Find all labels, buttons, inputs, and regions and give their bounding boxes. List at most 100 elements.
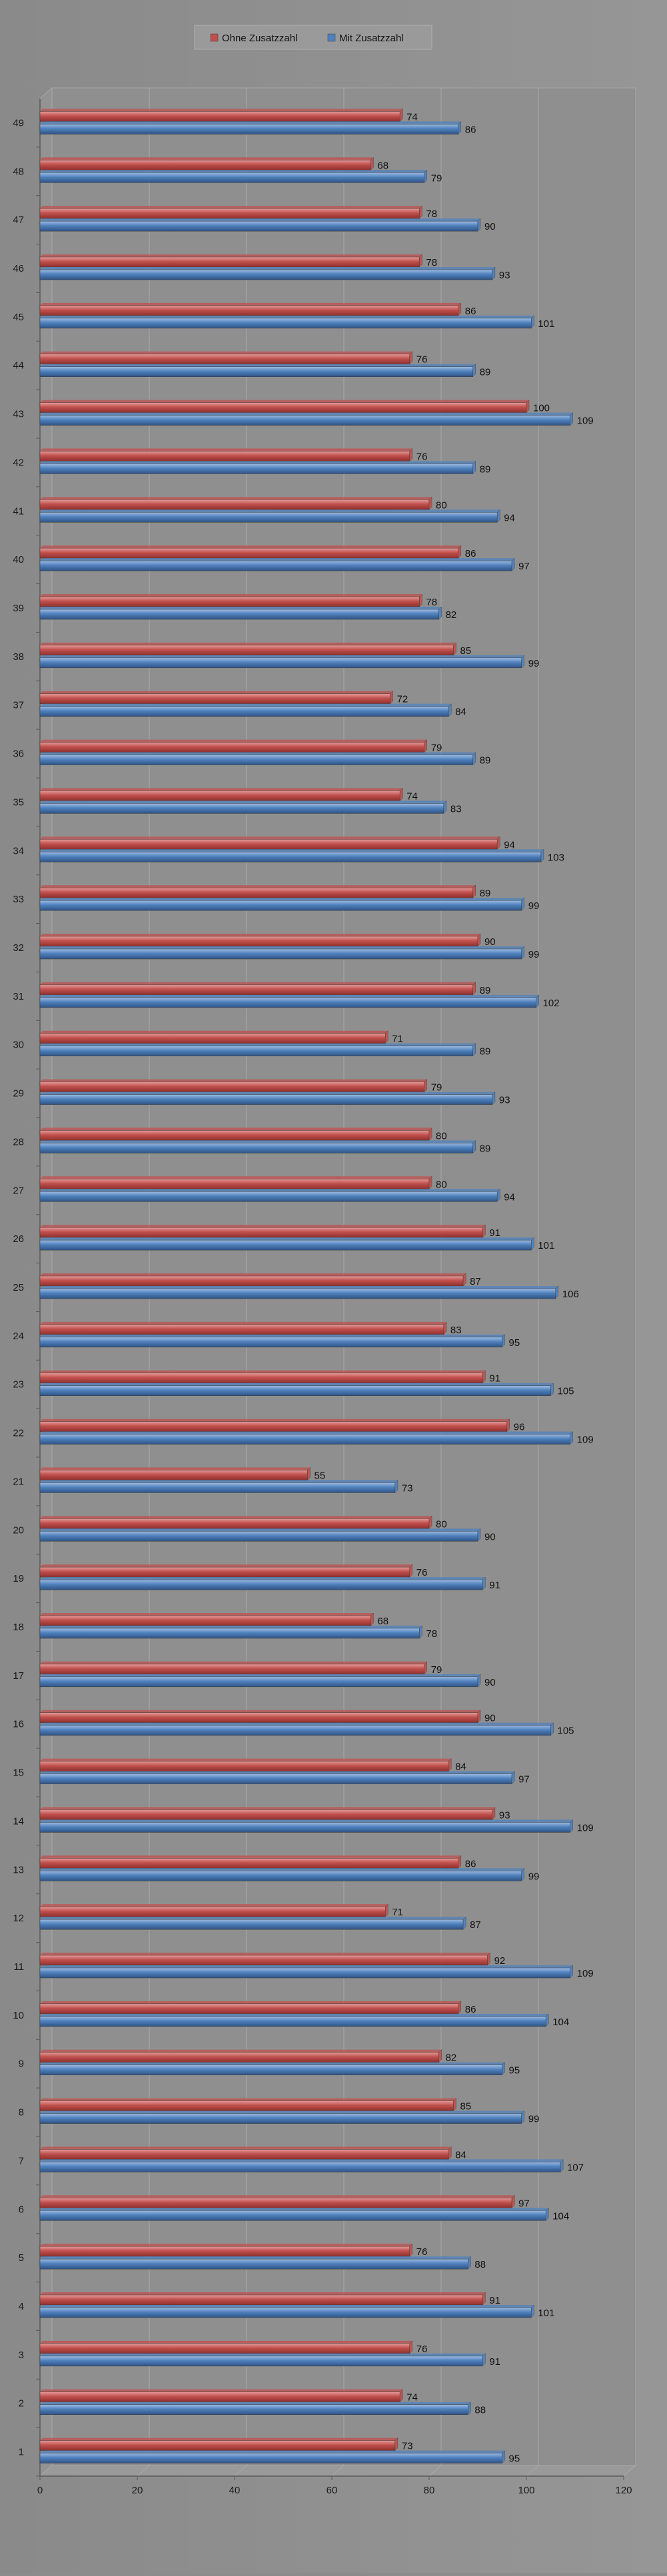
x-gridline-floor xyxy=(234,2465,247,2477)
bar-ohne-40-data-label: 86 xyxy=(465,548,476,559)
bar-ohne-40: 86 xyxy=(39,545,476,559)
bar-mit-19-data-label: 91 xyxy=(489,1580,500,1591)
bar-ohne-49-top xyxy=(40,109,403,112)
bar-mit-28-front xyxy=(39,1143,473,1153)
bar-ohne-25-front xyxy=(39,1275,464,1287)
bar-ohne-43-end xyxy=(526,400,530,414)
bar-mit-21-end xyxy=(394,1479,398,1493)
bar-ohne-15-top xyxy=(40,1758,452,1762)
bar-mit-34-end xyxy=(540,848,544,862)
bar-mit-27-end xyxy=(497,1188,500,1202)
bar-mit-39-end xyxy=(438,606,442,620)
bar-mit-41-top xyxy=(40,509,500,513)
y-tick-label: 8 xyxy=(19,2107,24,2118)
bar-ohne-19-front xyxy=(39,1566,410,1578)
bar-ohne-31: 89 xyxy=(39,982,490,996)
bar-mit-41: 94 xyxy=(39,509,515,523)
legend: Ohne Zusatzzahl Mit Zusatzzahl xyxy=(194,25,432,50)
bar-mit-10-front xyxy=(39,2016,546,2027)
bar-ohne-29: 79 xyxy=(39,1079,442,1094)
bar-ohne-6-data-label: 97 xyxy=(518,2198,530,2209)
bar-mit-31-front xyxy=(39,997,536,1008)
bar-mit-29-end xyxy=(492,1092,496,1106)
y-tick-label: 5 xyxy=(19,2252,24,2264)
y-tick-label: 25 xyxy=(13,1282,24,1293)
bar-ohne-43: 100 xyxy=(39,400,550,414)
bar-ohne-42-end xyxy=(409,448,412,462)
bar-mit-20-front xyxy=(39,1531,478,1542)
bar-mit-33-data-label: 99 xyxy=(528,900,540,912)
bar-mit-6-end xyxy=(546,2207,549,2221)
bar-mit-3-data-label: 91 xyxy=(489,2356,500,2368)
bar-ohne-24: 83 xyxy=(39,1321,462,1336)
bar-ohne-30-top xyxy=(40,1030,388,1034)
bar-mit-43: 109 xyxy=(39,412,594,427)
bar-mit-36-front xyxy=(39,755,473,765)
bar-mit-29-data-label: 93 xyxy=(499,1095,510,1106)
bar-ohne-18-end xyxy=(370,1612,374,1626)
bar-ohne-35-data-label: 74 xyxy=(406,791,418,802)
bar-mit-39-front xyxy=(39,609,439,620)
y-tick-label: 43 xyxy=(13,409,24,420)
bar-mit-22-data-label: 109 xyxy=(577,1435,594,1446)
bar-mit-23-top xyxy=(40,1383,554,1386)
bar-ohne-44-front xyxy=(39,354,410,364)
bar-ohne-5-top xyxy=(40,2244,412,2247)
bar-mit-26: 101 xyxy=(39,1237,554,1251)
bar-mit-20: 90 xyxy=(39,1528,496,1542)
bar-mit-46-end xyxy=(492,266,496,280)
y-tick-label: 6 xyxy=(19,2204,24,2215)
bar-mit-31-end xyxy=(536,994,539,1008)
bar-mit-48-front xyxy=(39,172,424,183)
bar-ohne-7-front xyxy=(39,2149,449,2160)
bar-ohne-33: 89 xyxy=(39,884,490,899)
bar-mit-17-data-label: 90 xyxy=(484,1677,496,1688)
bar-mit-34-data-label: 103 xyxy=(548,852,564,863)
bar-ohne-39: 78 xyxy=(39,593,437,608)
bar-ohne-15-data-label: 84 xyxy=(455,1762,466,1773)
bar-ohne-41-end xyxy=(428,496,432,510)
bar-ohne-26-end xyxy=(482,1224,486,1238)
bar-mit-5-top xyxy=(40,2256,471,2260)
bar-ohne-40-end xyxy=(458,545,461,559)
bar-mit-23-data-label: 105 xyxy=(558,1386,574,1397)
bar-mit-2-end xyxy=(468,2402,471,2415)
y-tick-label: 44 xyxy=(13,360,24,372)
bar-mit-34-front xyxy=(39,852,542,862)
bar-mit-40-top xyxy=(40,558,515,561)
bar-mit-48: 79 xyxy=(39,169,442,184)
bar-mit-30: 89 xyxy=(39,1043,490,1058)
bar-ohne-34-top xyxy=(40,836,500,840)
bar-mit-25-front xyxy=(39,1288,556,1299)
bar-ohne-23: 91 xyxy=(39,1370,500,1385)
bar-ohne-5: 76 xyxy=(39,2243,427,2258)
bar-mit-24-end xyxy=(502,1334,505,1348)
bar-mit-44-end xyxy=(472,364,476,378)
bar-mit-21-data-label: 73 xyxy=(402,1482,413,1494)
y-tick-label: 19 xyxy=(13,1573,24,1584)
y-tick-label: 37 xyxy=(13,700,24,711)
bar-mit-42: 89 xyxy=(39,460,490,475)
x-tick-label: 80 xyxy=(424,2485,435,2496)
bar-ohne-25-data-label: 87 xyxy=(470,1276,481,1287)
bar-ohne-1-front xyxy=(39,2440,396,2451)
bar-mit-1: 95 xyxy=(39,2450,520,2465)
bar-ohne-47-data-label: 78 xyxy=(426,208,437,220)
bar-mit-49-data-label: 86 xyxy=(465,124,476,135)
bar-ohne-8-top xyxy=(40,2098,456,2101)
bar-mit-4-top xyxy=(40,2305,534,2308)
bar-ohne-16-front xyxy=(39,1712,478,1723)
bar-ohne-28-data-label: 80 xyxy=(436,1130,447,1141)
bar-mit-13-front xyxy=(39,1871,522,1881)
bar-ohne-38-front xyxy=(39,645,454,656)
bar-mit-42-top xyxy=(40,461,476,464)
bar-mit-25-top xyxy=(40,1286,558,1289)
bar-ohne-19-top xyxy=(40,1564,412,1568)
bar-ohne-12-top xyxy=(40,1904,388,1907)
y-tick-label: 31 xyxy=(13,991,24,1002)
bar-ohne-32-end xyxy=(477,933,481,947)
bar-ohne-42-data-label: 76 xyxy=(416,451,428,462)
bar-mit-49: 86 xyxy=(39,121,476,135)
bar-mit-33: 99 xyxy=(39,897,540,912)
bar-mit-28-top xyxy=(40,1140,476,1143)
